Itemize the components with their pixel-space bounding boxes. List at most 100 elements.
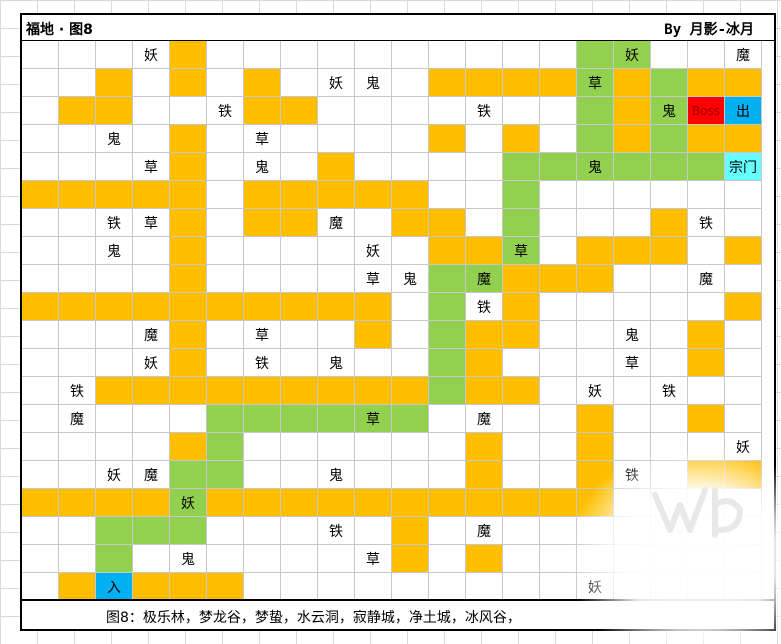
map-cell (59, 69, 96, 97)
map-cell (503, 545, 540, 573)
map-cell (59, 41, 96, 69)
map-cell (170, 181, 207, 209)
map-cell (503, 125, 540, 153)
map-cell (96, 545, 133, 573)
map-cell (96, 489, 133, 517)
cell-label: 草 (144, 159, 158, 176)
map-cell (466, 489, 503, 517)
map-cell (540, 69, 577, 97)
cell-label: 入 (107, 579, 121, 596)
map-cell (688, 125, 725, 153)
map-cell (688, 489, 725, 517)
map-caption: 图8：极乐林，梦龙谷，梦蛰，水云洞，寂静城，净土城，冰风谷， (106, 610, 521, 626)
map-cell: Boss (688, 97, 725, 125)
map-cell (392, 545, 429, 573)
map-cell (540, 41, 577, 69)
map-cell (59, 517, 96, 545)
map-cell (540, 181, 577, 209)
map-cell: 鬼 (614, 321, 651, 349)
map-cell: 魔 (466, 405, 503, 433)
map-cell (59, 97, 96, 125)
map-cell (281, 265, 318, 293)
map-cell (59, 237, 96, 265)
map-cell (466, 125, 503, 153)
map-cell (281, 97, 318, 125)
map-cell (540, 517, 577, 545)
map-cell (281, 573, 318, 601)
map-cell (540, 265, 577, 293)
map-cell (651, 349, 688, 377)
map-cell: 魔 (318, 209, 355, 237)
map-cell (207, 41, 244, 69)
map-cell (207, 181, 244, 209)
map-cell (133, 69, 170, 97)
map-cell (22, 461, 59, 489)
cell-label: 草 (625, 355, 639, 372)
map-cell (392, 433, 429, 461)
map-cell: 草 (503, 237, 540, 265)
map-cell (503, 573, 540, 601)
map-cell (59, 125, 96, 153)
map-cell (651, 573, 688, 601)
map-cell (318, 573, 355, 601)
map-cell: 草 (244, 125, 281, 153)
map-cell: 宗门 (725, 153, 762, 181)
map-cell (577, 237, 614, 265)
map-cell (355, 489, 392, 517)
map-cell (22, 517, 59, 545)
map-cell (392, 237, 429, 265)
map-cell (651, 433, 688, 461)
map-cell (503, 69, 540, 97)
cell-label: 草 (255, 327, 269, 344)
map-cell (22, 405, 59, 433)
map-cell (466, 321, 503, 349)
map-cell (503, 405, 540, 433)
map-cell: 鬼 (318, 461, 355, 489)
map-cell (688, 349, 725, 377)
map-cell: 草 (133, 153, 170, 181)
map-cell (318, 181, 355, 209)
map-cell (170, 125, 207, 153)
map-cell (355, 293, 392, 321)
map-cell (614, 545, 651, 573)
map-cell (614, 181, 651, 209)
map-cell (651, 489, 688, 517)
map-cell (133, 97, 170, 125)
map-cell (577, 41, 614, 69)
cell-label: 妖 (625, 47, 639, 64)
map-cell (392, 377, 429, 405)
map-cell (22, 209, 59, 237)
map-cell (577, 125, 614, 153)
map-cell (59, 489, 96, 517)
map-cell (651, 321, 688, 349)
cell-label: 妖 (181, 495, 195, 512)
cell-label: 妖 (736, 439, 750, 456)
map-cell: 魔 (133, 461, 170, 489)
cell-label: 铁 (218, 103, 232, 120)
map-cell (318, 41, 355, 69)
map-cell (133, 517, 170, 545)
map-cell (725, 265, 762, 293)
map-cell: 妖 (133, 349, 170, 377)
map-cell (651, 181, 688, 209)
cell-label: 鬼 (366, 75, 380, 92)
map-cell (281, 293, 318, 321)
map-cell (207, 125, 244, 153)
map-cell (429, 97, 466, 125)
cell-label: 草 (514, 243, 528, 260)
cell-label: 铁 (625, 467, 639, 484)
cell-label: 铁 (70, 383, 84, 400)
map-cell (540, 293, 577, 321)
map-cell (651, 41, 688, 69)
map-cell: 魔 (725, 41, 762, 69)
map-cell (207, 69, 244, 97)
map-cell (688, 293, 725, 321)
cell-label: 妖 (366, 243, 380, 260)
map-cell: 草 (244, 321, 281, 349)
map-cell (725, 405, 762, 433)
map-cell (503, 293, 540, 321)
map-cell (688, 69, 725, 97)
title-bar: 福地 · 图8 By 月影-冰月 (22, 15, 774, 41)
map-title: 福地 · 图8 (26, 22, 93, 38)
